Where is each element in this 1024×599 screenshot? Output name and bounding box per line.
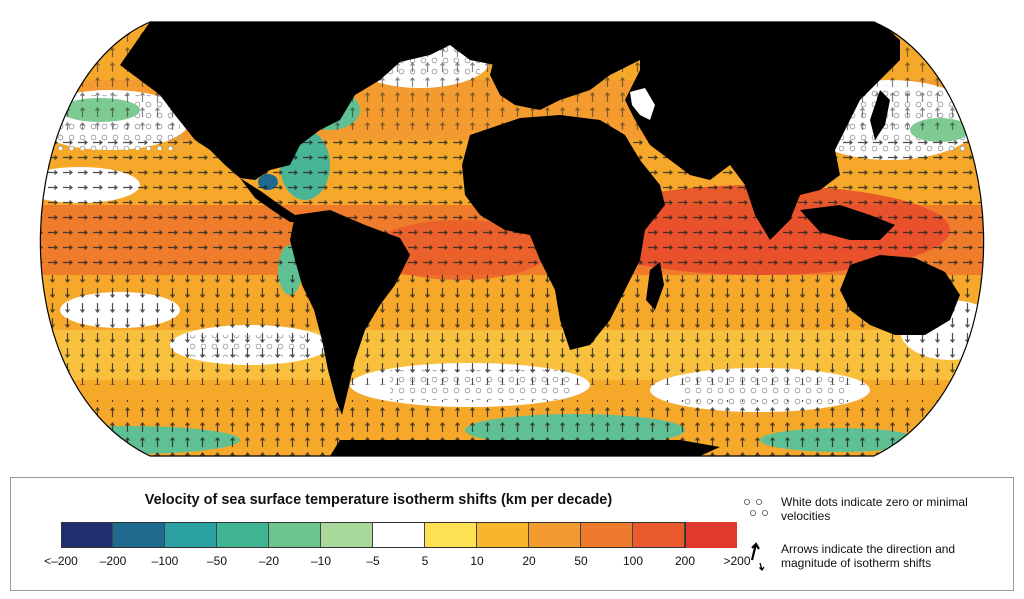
- legend: Velocity of sea surface temperature isot…: [10, 477, 1014, 591]
- central-america: [240, 178, 300, 222]
- scale-tick-label: –50: [206, 554, 228, 568]
- south-america: [290, 210, 410, 415]
- color-swatch: [113, 522, 165, 548]
- southeast-asia-islands: [800, 205, 895, 240]
- scale-tick-label: 20: [522, 554, 536, 568]
- arctic-ice: [630, 88, 655, 120]
- africa: [462, 115, 665, 350]
- scale-tick-label: 10: [470, 554, 484, 568]
- color-swatch: [425, 522, 477, 548]
- arrow-icon: [750, 542, 765, 572]
- color-swatch: [217, 522, 269, 548]
- scale-tick-label: 50: [574, 554, 588, 568]
- map-outline: [39, 21, 985, 457]
- arrows-note: Arrows indicate the direction and magnit…: [781, 542, 956, 570]
- scale-tick-label: 5: [421, 554, 429, 568]
- color-scale: [61, 522, 737, 548]
- australia: [840, 255, 960, 335]
- scale-tick-label: –10: [310, 554, 332, 568]
- antarctica: [330, 440, 720, 456]
- color-swatch: [165, 522, 217, 548]
- world-map: [39, 21, 985, 457]
- scale-tick-label: –100: [151, 554, 179, 568]
- madagascar: [646, 262, 664, 310]
- white-dot-icon: [744, 499, 768, 516]
- color-swatch: [477, 522, 529, 548]
- north-america: [120, 22, 470, 180]
- dots-note: White dots indicate zero or minimal velo…: [781, 495, 968, 523]
- color-swatch: [269, 522, 321, 548]
- color-swatch: [581, 522, 633, 548]
- scale-tick-label: >200: [723, 554, 751, 568]
- color-swatch: [373, 522, 425, 548]
- color-swatch: [685, 522, 737, 548]
- continents: [120, 22, 960, 456]
- color-swatch: [61, 522, 113, 548]
- asia: [620, 22, 900, 240]
- scale-tick-label: <–200: [44, 554, 78, 568]
- color-swatch: [529, 522, 581, 548]
- color-swatch: [633, 522, 685, 548]
- scale-tick-label: –5: [366, 554, 380, 568]
- scale-tick-label: –20: [258, 554, 280, 568]
- europe: [490, 22, 660, 110]
- japan: [870, 90, 890, 140]
- color-swatch: [321, 522, 373, 548]
- legend-title: Velocity of sea surface temperature isot…: [144, 492, 613, 508]
- scale-tick-label: –200: [99, 554, 127, 568]
- scale-tick-label: 100: [622, 554, 644, 568]
- scale-tick-label: 200: [674, 554, 696, 568]
